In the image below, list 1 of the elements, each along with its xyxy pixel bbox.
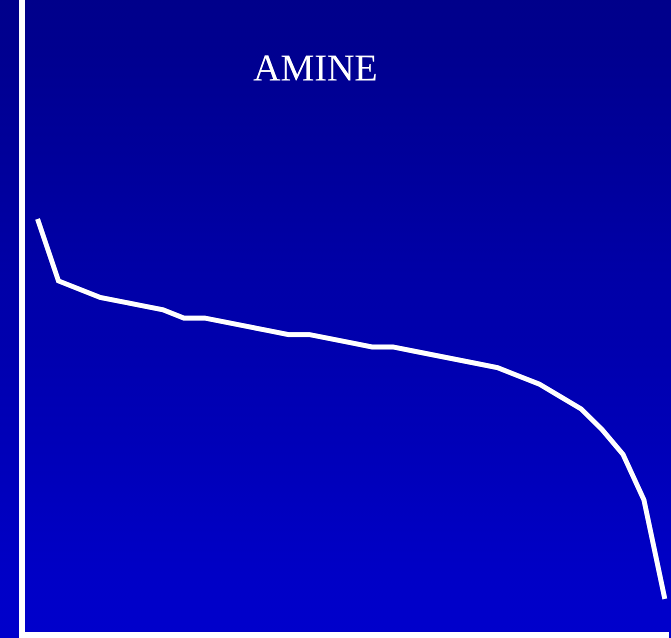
chart-title: AMINE — [253, 47, 378, 90]
